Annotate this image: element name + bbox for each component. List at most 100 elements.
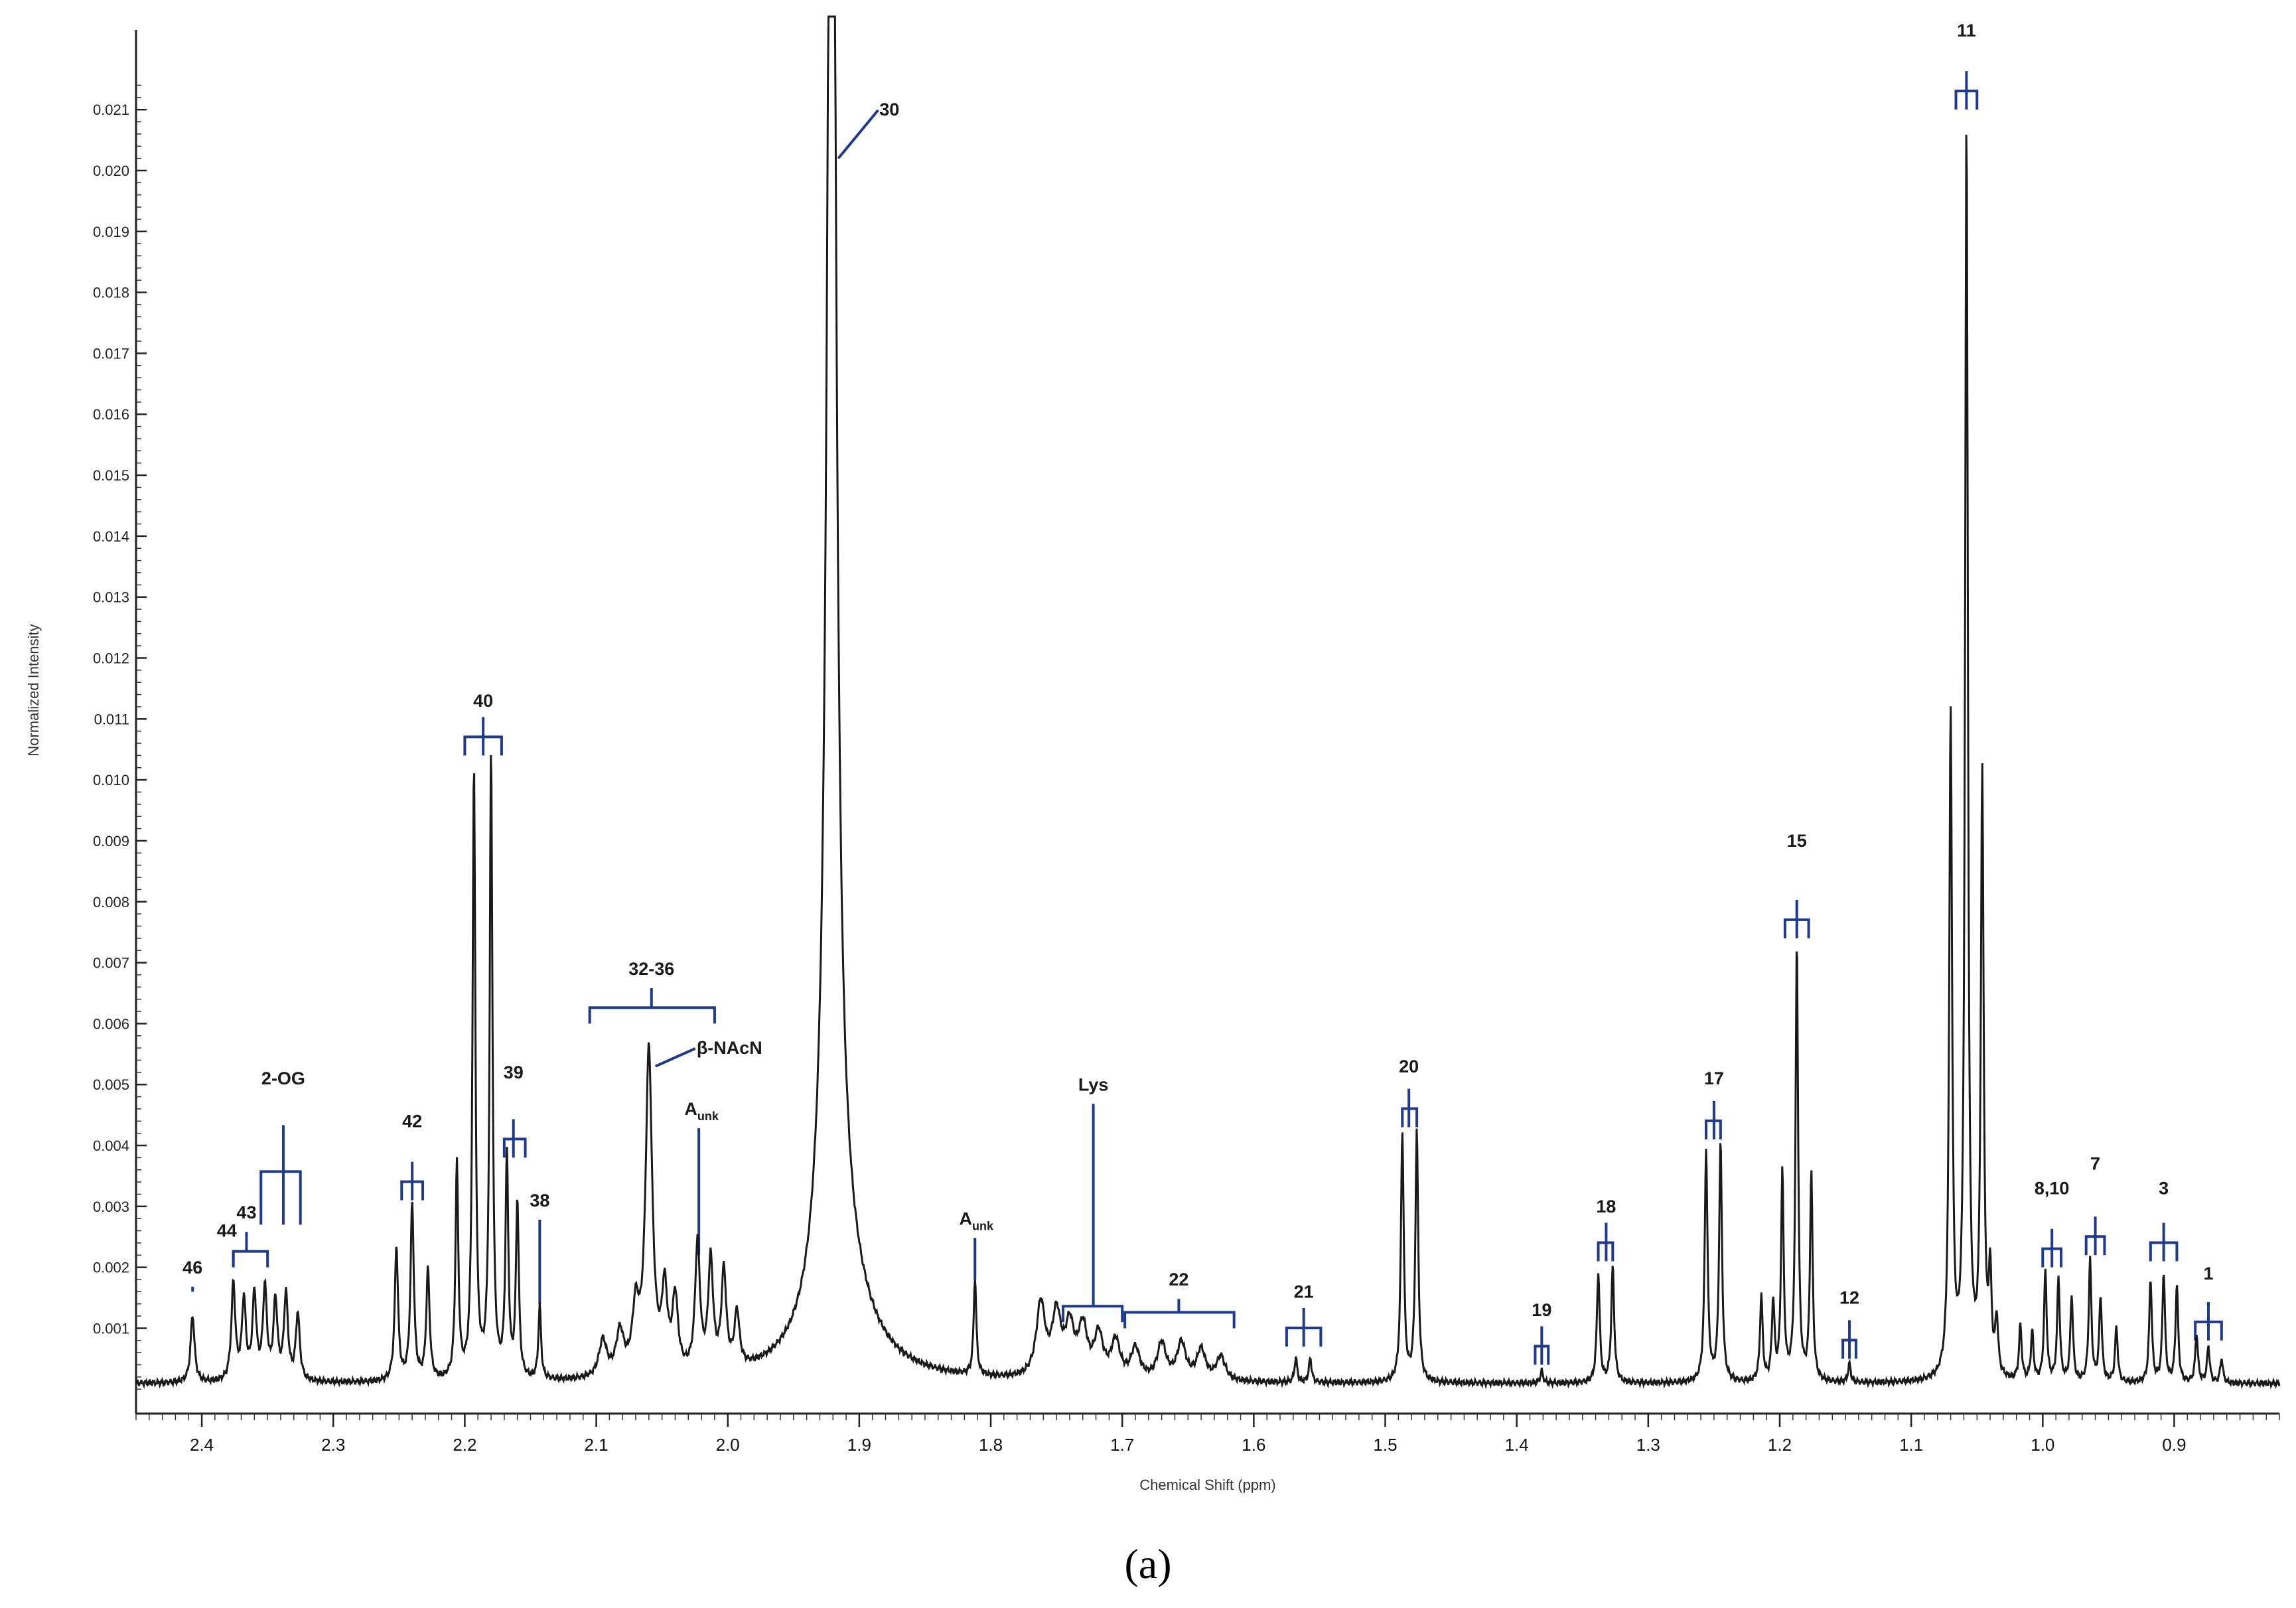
peak-label-30: 30 xyxy=(837,100,899,159)
y-tick-label: 0.011 xyxy=(94,711,129,727)
peak-label-text: Aunk xyxy=(684,1099,719,1123)
peak-label-lys: Lys xyxy=(1062,1074,1124,1323)
bracket-mark xyxy=(259,1125,302,1225)
x-tick-label: 2.2 xyxy=(453,1435,476,1455)
peak-label-22: 22 xyxy=(1123,1270,1236,1329)
peak-label-subscript: unk xyxy=(697,1110,719,1123)
peak-label-text: 1 xyxy=(2203,1264,2213,1283)
peak-label-15: 15 xyxy=(1783,831,1810,938)
bracket-mark xyxy=(1841,1320,1857,1359)
peak-label-8-10: 8,10 xyxy=(2035,1178,2070,1268)
bracket-mark xyxy=(400,1161,424,1201)
y-tick-label: 0.002 xyxy=(93,1260,129,1276)
y-tick-label: 0.009 xyxy=(93,833,129,849)
x-axis-label: Chemical Shift (ppm) xyxy=(1139,1477,1275,1493)
bracket-mark xyxy=(588,987,716,1024)
peak-label-a: Aunk xyxy=(959,1208,994,1280)
y-tick-label: 0.019 xyxy=(93,224,129,240)
y-tick-label: 0.020 xyxy=(93,163,129,179)
peak-label-text: 17 xyxy=(1704,1068,1724,1088)
x-tick-label: 1.8 xyxy=(979,1435,1003,1455)
peak-label-text: 15 xyxy=(1787,831,1807,851)
peak-label-text: 32-36 xyxy=(628,959,674,979)
peak-label-text: 46 xyxy=(182,1258,202,1278)
peak-label-7: 7 xyxy=(2084,1154,2106,1256)
peak-label-32-36: 32-36 xyxy=(588,959,716,1024)
y-tick-label: 0.006 xyxy=(93,1015,129,1032)
x-tick-label: 1.0 xyxy=(2031,1435,2054,1455)
bracket-mark xyxy=(1597,1222,1614,1262)
bracket-mark xyxy=(502,1119,527,1158)
y-tick-label: 0.015 xyxy=(93,467,129,484)
peak-label-text: Lys xyxy=(1078,1074,1109,1094)
peak-label-19: 19 xyxy=(1532,1300,1551,1365)
bracket-mark xyxy=(1123,1299,1236,1329)
y-tick-label: 0.014 xyxy=(93,528,129,545)
x-tick-label: 2.1 xyxy=(584,1435,608,1455)
bracket-mark xyxy=(2084,1216,2106,1256)
x-tick-label: 1.4 xyxy=(1505,1435,1529,1455)
peak-label-text: 8,10 xyxy=(2035,1178,2070,1198)
peak-label-39: 39 xyxy=(502,1062,527,1158)
leader-mark xyxy=(655,1047,696,1068)
bracket-mark xyxy=(463,717,503,756)
leader-mark xyxy=(837,109,879,159)
y-tick-label: 0.021 xyxy=(93,102,129,118)
bracket-mark xyxy=(1285,1308,1323,1347)
peak-label-21: 21 xyxy=(1285,1282,1323,1347)
y-tick-label: 0.016 xyxy=(93,406,129,423)
peak-label-text: 11 xyxy=(1957,21,1976,40)
bracket-mark xyxy=(2194,1301,2223,1341)
y-tick-label: 0.010 xyxy=(93,772,129,788)
peak-label-text: 43 xyxy=(236,1203,256,1222)
y-tick-label: 0.001 xyxy=(93,1320,129,1337)
peak-label-text: 38 xyxy=(530,1191,549,1210)
bracket-mark xyxy=(1705,1100,1722,1139)
peak-label-a: Aunk xyxy=(684,1099,719,1256)
peak-label-11: 11 xyxy=(1954,21,1979,110)
spectrum-line xyxy=(135,15,2281,1390)
y-tick-label: 0.013 xyxy=(93,589,129,606)
peak-label-text: Aunk xyxy=(959,1208,993,1232)
peak-label-38: 38 xyxy=(530,1191,549,1304)
y-tick-label: 0.004 xyxy=(93,1137,129,1154)
peak-label-40: 40 xyxy=(463,691,503,756)
peak-label-text: β-NAcN xyxy=(697,1038,762,1058)
peak-label--nacn: β-NAcN xyxy=(655,1038,762,1068)
peak-label-text: 20 xyxy=(1399,1057,1419,1076)
peak-label-46: 46 xyxy=(182,1258,202,1292)
peak-label-20: 20 xyxy=(1399,1057,1419,1128)
peak-label-text: 19 xyxy=(1532,1300,1551,1320)
peak-label-text: 2-OG xyxy=(261,1068,305,1088)
y-tick-label: 0.007 xyxy=(93,955,129,972)
bracket-mark xyxy=(232,1232,269,1268)
peak-label-text: 40 xyxy=(473,691,493,711)
peak-label-1: 1 xyxy=(2194,1264,2223,1341)
x-tick-label: 1.2 xyxy=(1768,1435,1792,1455)
peak-label-text: 42 xyxy=(402,1111,422,1131)
peak-label-text: 22 xyxy=(1169,1270,1188,1289)
x-tick-label: 0.9 xyxy=(2162,1435,2186,1455)
x-tick-label: 1.1 xyxy=(1899,1435,1923,1455)
peak-label-42: 42 xyxy=(400,1111,424,1201)
peak-label-2-og: 2-OG xyxy=(259,1068,305,1225)
peak-label-43: 43 xyxy=(232,1203,269,1268)
bracket-mark xyxy=(1534,1326,1550,1365)
x-tick-label: 2.0 xyxy=(716,1435,740,1455)
y-tick-label: 0.017 xyxy=(93,345,129,362)
axes: 0.001 0.002 0.003 0.004 0.005 0.006 0.007 0.008… xyxy=(93,30,2280,1455)
x-tick-label: 1.3 xyxy=(1636,1435,1660,1455)
peak-label-17: 17 xyxy=(1704,1068,1724,1139)
y-tick-label: 0.012 xyxy=(93,650,129,667)
bracket-mark xyxy=(1783,899,1810,938)
peak-label-text: 39 xyxy=(504,1062,524,1082)
x-tick-label: 2.3 xyxy=(321,1435,345,1455)
x-tick-label: 1.5 xyxy=(1373,1435,1397,1455)
peak-label-text: 21 xyxy=(1294,1282,1314,1302)
peak-label-text: 12 xyxy=(1839,1288,1859,1308)
peak-label-3: 3 xyxy=(2149,1178,2179,1262)
x-tick-label: 1.6 xyxy=(1242,1435,1265,1455)
